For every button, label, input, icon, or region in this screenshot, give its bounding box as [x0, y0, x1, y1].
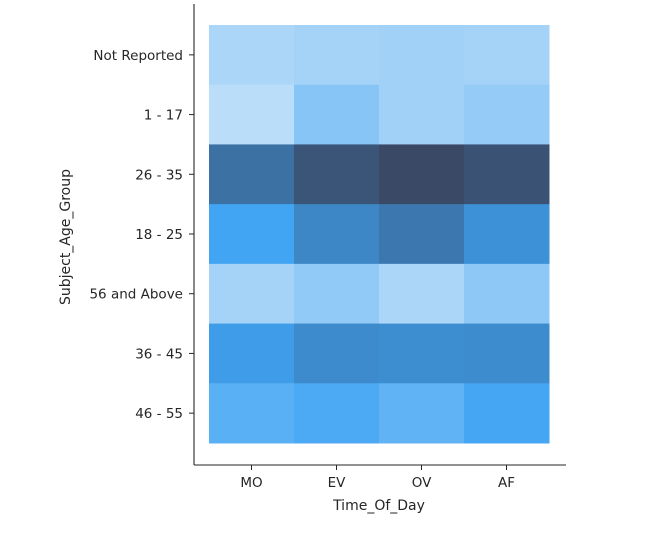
y-tick-label: 26 - 35 [135, 167, 183, 183]
heatmap-cell [379, 25, 465, 86]
heatmap-cell [379, 383, 465, 444]
y-tick-label: 36 - 45 [135, 346, 183, 362]
heatmap-cell [209, 144, 295, 205]
heatmap-cell [294, 204, 380, 265]
heatmap-cell [379, 263, 465, 325]
heatmap-cell [294, 25, 380, 86]
heatmap-cell [294, 144, 380, 205]
y-axis-label: Subject_Age_Group [58, 169, 74, 305]
heatmap-cell [379, 204, 465, 265]
heatmap-cell [464, 323, 550, 384]
heatmap-cell [209, 84, 295, 145]
x-tick-label: EV [328, 475, 347, 491]
heatmap-cell [209, 25, 295, 86]
heatmap-cells [209, 25, 550, 444]
y-tick-label: Not Reported [93, 48, 183, 64]
heatmap-cell [379, 84, 465, 145]
x-axis-label: Time_Of_Day [332, 498, 425, 514]
y-tick-label: 56 and Above [89, 287, 183, 303]
heatmap-cell [209, 323, 295, 384]
x-axis-ticks: MO EV OV AF [240, 465, 515, 491]
heatmap-cell [294, 323, 380, 384]
x-tick-label: OV [412, 475, 432, 491]
heatmap-cell [464, 383, 550, 444]
heatmap-cell [294, 263, 380, 325]
heatmap-cell [209, 263, 295, 325]
heatmap-cell [379, 323, 465, 384]
heatmap-cell [464, 263, 550, 325]
y-tick-label: 46 - 55 [135, 406, 183, 422]
heatmap-cell [464, 25, 550, 86]
y-tick-label: 18 - 25 [135, 227, 183, 243]
heatmap-cell [294, 84, 380, 145]
heatmap-cell [464, 144, 550, 205]
heatmap-cell [294, 383, 380, 444]
heatmap-cell [464, 204, 550, 265]
x-tick-label: MO [240, 475, 262, 491]
y-tick-label: 1 - 17 [144, 108, 183, 124]
heatmap-cell [209, 383, 295, 444]
y-axis-ticks: Not Reported 1 - 17 26 - 35 18 - 25 56 and A… [89, 48, 194, 422]
heatmap-cell [209, 204, 295, 265]
heatmap-cell [379, 144, 465, 205]
heatmap-cell [464, 84, 550, 145]
x-tick-label: AF [498, 475, 515, 491]
